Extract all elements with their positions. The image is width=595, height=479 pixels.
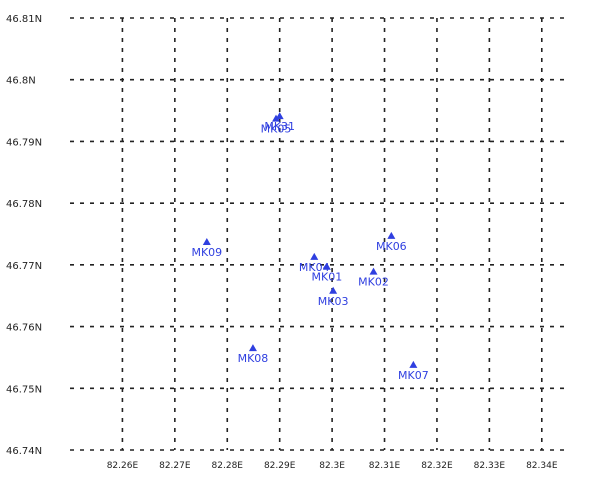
station-mk04: MK04: [299, 252, 330, 274]
station-mk08: MK08: [238, 344, 269, 365]
y-tick-label: 46.78N: [6, 199, 42, 210]
station-mk02: MK02: [358, 267, 389, 289]
station-triangle-icon: [387, 231, 396, 239]
y-tick-label: 46.8N: [6, 76, 36, 87]
y-tick-label: 46.76N: [6, 323, 42, 334]
station-triangle-icon: [409, 360, 418, 368]
station-markers: MK01 MK02 MK03 MK04 MK05 MK06 MK07 MK08 MK09 MK31: [191, 112, 429, 382]
station-label: MK08: [238, 352, 269, 365]
station-label: MK07: [398, 369, 429, 382]
station-label: MK06: [376, 240, 407, 253]
station-mk06: MK06: [376, 231, 407, 253]
station-label: MK01: [312, 271, 343, 284]
x-tick-label: 82.26E: [107, 461, 139, 471]
x-tick-label: 82.34E: [526, 461, 558, 471]
x-tick-label: 82.32E: [421, 461, 453, 471]
station-label: MK04: [299, 261, 330, 274]
y-axis-tick-labels: 46.81N 46.8N 46.79N 46.78N 46.77N 46.76N 46.75…: [6, 14, 42, 457]
y-tick-label: 46.77N: [6, 261, 42, 272]
y-tick-label: 46.81N: [6, 14, 42, 25]
station-triangle-icon: [275, 112, 284, 120]
x-axis-tick-labels: 82.26E 82.27E 82.28E 82.29E 82.3E 82.31E 82.32…: [107, 461, 558, 471]
station-triangle-icon: [329, 286, 338, 294]
x-tick-label: 82.31E: [369, 461, 401, 471]
y-tick-label: 46.75N: [6, 384, 42, 395]
station-triangle-icon: [322, 262, 331, 270]
station-label: MK05: [261, 123, 292, 136]
x-tick-label: 82.3E: [319, 461, 345, 471]
station-mk09: MK09: [191, 238, 222, 259]
station-mk01: MK01: [312, 262, 343, 284]
station-label: MK03: [318, 295, 349, 308]
x-tick-label: 82.27E: [159, 461, 191, 471]
station-mk03: MK03: [318, 286, 349, 308]
station-triangle-icon: [369, 267, 378, 275]
station-mk05: MK05: [261, 114, 292, 136]
y-tick-label: 46.79N: [6, 137, 42, 148]
station-triangle-icon: [202, 238, 211, 246]
station-triangle-icon: [310, 252, 319, 260]
station-mk07: MK07: [398, 360, 429, 382]
x-tick-label: 82.29E: [264, 461, 296, 471]
station-label: MK09: [191, 246, 222, 259]
y-tick-label: 46.74N: [6, 446, 42, 457]
station-label: MK02: [358, 276, 389, 289]
station-triangle-icon: [248, 344, 257, 352]
grid-lines: [70, 17, 568, 451]
x-tick-label: 82.28E: [212, 461, 244, 471]
station-triangle-icon: [272, 114, 281, 122]
station-mk31: MK31: [264, 112, 295, 133]
x-tick-label: 82.33E: [474, 461, 506, 471]
station-label: MK31: [264, 120, 295, 133]
